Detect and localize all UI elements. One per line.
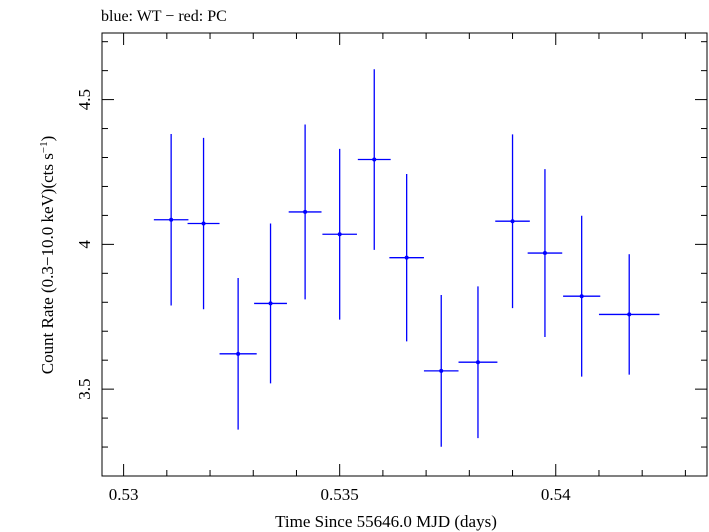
data-marker <box>627 312 632 317</box>
data-point <box>288 124 322 300</box>
data-point <box>423 295 459 447</box>
chart-title: blue: WT − red: PC <box>101 8 227 25</box>
data-marker <box>404 255 409 260</box>
y-tick-label: 4 <box>75 240 94 249</box>
data-marker <box>337 232 342 237</box>
data-marker <box>372 157 377 162</box>
data-point <box>187 137 220 310</box>
data-marker <box>201 221 206 226</box>
plot-frame <box>101 32 708 477</box>
y-axis-label: Count Rate (0.3−10.0 keV)(cts s−1) <box>38 136 57 375</box>
data-marker <box>236 351 241 356</box>
data-marker <box>169 217 174 222</box>
data-marker <box>268 301 273 306</box>
axis-tick-labels: 0.53 0.535 0.54 3.5 4 4.5 <box>75 89 571 504</box>
data-point <box>219 277 257 430</box>
data-point <box>495 134 530 309</box>
data-point <box>598 254 660 375</box>
data-point <box>322 148 357 320</box>
y-tick-label: 4.5 <box>75 89 94 110</box>
y-axis-label-close: ) <box>38 136 57 142</box>
data-marker <box>510 219 515 224</box>
data-point <box>458 286 498 439</box>
x-tick-label: 0.53 <box>109 485 139 504</box>
data-point <box>357 69 391 250</box>
data-point <box>563 215 601 377</box>
y-tick-label: 3.5 <box>75 379 94 400</box>
data-marker <box>579 294 584 299</box>
data-point <box>527 169 563 338</box>
y-axis-label-main: Count Rate (0.3−10.0 keV)(cts s <box>38 153 57 374</box>
data-series-wt <box>153 69 660 447</box>
data-marker <box>475 360 480 365</box>
x-tick-label: 0.535 <box>321 485 359 504</box>
data-marker <box>439 368 444 373</box>
data-point <box>389 174 424 342</box>
data-marker <box>542 251 547 256</box>
data-point <box>254 223 287 384</box>
data-marker <box>303 209 308 214</box>
x-axis-label: Time Since 55646.0 MJD (days) <box>275 512 497 531</box>
y-axis-label-exponent: −1 <box>38 141 50 153</box>
axis-ticks <box>102 33 707 477</box>
x-tick-label: 0.54 <box>541 485 571 504</box>
data-point <box>153 134 189 306</box>
